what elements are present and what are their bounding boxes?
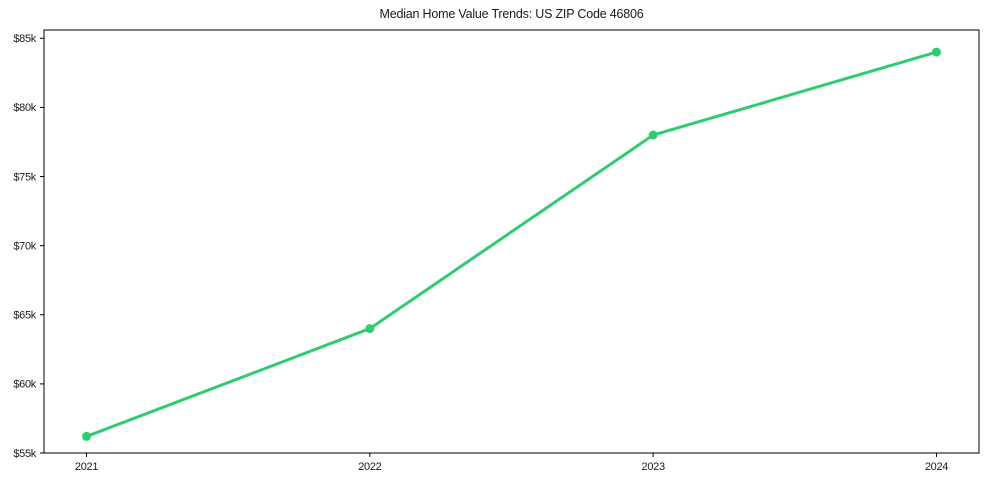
x-tick-label: 2021 bbox=[75, 461, 98, 473]
data-point-marker bbox=[82, 431, 92, 441]
data-point-marker bbox=[365, 324, 375, 334]
x-tick-label: 2023 bbox=[642, 461, 665, 473]
trend-line bbox=[85, 50, 938, 438]
y-tick-label: $65k bbox=[13, 310, 36, 322]
x-tick-label: 2024 bbox=[925, 461, 948, 473]
y-tick-label: $80k bbox=[13, 102, 36, 114]
y-tick-label: $60k bbox=[13, 379, 36, 391]
data-point-marker bbox=[648, 130, 658, 140]
data-point-marker bbox=[931, 47, 941, 57]
y-tick-label: $75k bbox=[13, 171, 36, 183]
plot-border bbox=[43, 29, 980, 454]
chart-title: Median Home Value Trends: US ZIP Code 46… bbox=[379, 7, 644, 21]
y-tick-label: $70k bbox=[13, 240, 36, 252]
y-tick-label: $85k bbox=[13, 33, 36, 45]
y-tick-label: $55k bbox=[13, 448, 36, 460]
x-tick-label: 2022 bbox=[358, 461, 381, 473]
